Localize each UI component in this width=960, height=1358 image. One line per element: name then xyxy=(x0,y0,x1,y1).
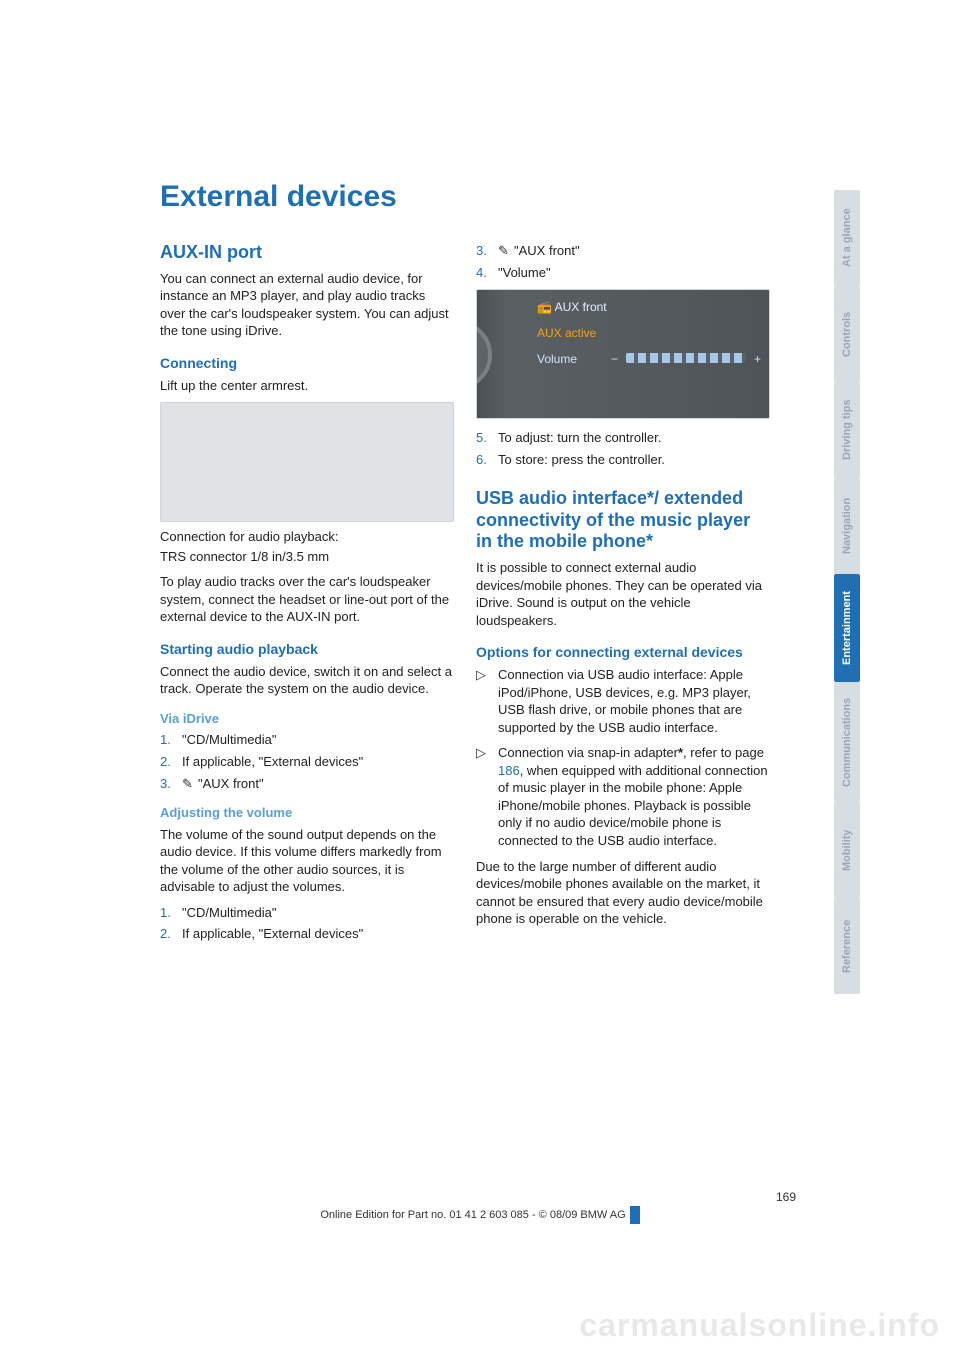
bullet-icon: ▷ xyxy=(476,744,498,849)
volume-text: The volume of the sound output depends o… xyxy=(160,826,454,896)
shot-vol-slider: −+ xyxy=(611,351,761,367)
list-text-inner: "AUX front" xyxy=(514,243,580,258)
chapter-tab[interactable]: At a glance xyxy=(834,190,860,286)
list-number: 2. xyxy=(160,925,182,943)
start-text: Connect the audio device, switch it on a… xyxy=(160,663,454,698)
volume-heading: Adjusting the volume xyxy=(160,804,454,822)
list-item: 6.To store: press the controller. xyxy=(476,451,770,469)
chapter-tab[interactable]: Communications xyxy=(834,682,860,802)
list-item: 3.✎ "AUX front" xyxy=(476,242,770,260)
chapter-tab[interactable]: Mobility xyxy=(834,802,860,898)
connecting-heading: Connecting xyxy=(160,354,454,373)
usb-note: Due to the large number of different aud… xyxy=(476,858,770,928)
page-title: External devices xyxy=(160,180,770,214)
shot-vol-label: Volume xyxy=(537,351,577,367)
list-item: 2.If applicable, "External devices" xyxy=(160,925,454,943)
chapter-tabs: At a glanceControlsDriving tipsNavigatio… xyxy=(834,190,860,994)
idrive-knob-icon xyxy=(476,320,492,390)
list-number: 2. xyxy=(160,753,182,771)
shot-row-volume: Volume −+ xyxy=(537,348,761,370)
list-item: 4."Volume" xyxy=(476,264,770,282)
list-text: "Volume" xyxy=(498,264,770,282)
list-text: To adjust: turn the controller. xyxy=(498,429,770,447)
chapter-tab[interactable]: Driving tips xyxy=(834,382,860,478)
usb-intro: It is possible to connect external audio… xyxy=(476,559,770,629)
list-text: ✎ "AUX front" xyxy=(182,775,454,793)
list-item: 1."CD/Multimedia" xyxy=(160,904,454,922)
chapter-tab[interactable]: Controls xyxy=(834,286,860,382)
list-text: To store: press the controller. xyxy=(498,451,770,469)
armrest-photo xyxy=(160,402,454,522)
list-text-inner: "AUX front" xyxy=(198,776,264,791)
list-number: 4. xyxy=(476,264,498,282)
usb-heading: USB audio interface*/ extended connectiv… xyxy=(476,488,770,553)
footer-line: Online Edition for Part no. 01 41 2 603 … xyxy=(160,1206,800,1224)
list-number: 3. xyxy=(160,775,182,793)
list-number: 5. xyxy=(476,429,498,447)
volume-list-cont: 3.✎ "AUX front" 4."Volume" xyxy=(476,242,770,281)
list-number: 1. xyxy=(160,904,182,922)
list-item: ▷Connection via snap-in adapter*, refer … xyxy=(476,744,770,849)
list-item: 1."CD/Multimedia" xyxy=(160,731,454,749)
via-idrive-list: 1."CD/Multimedia" 2.If applicable, "Exte… xyxy=(160,731,454,792)
volume-list: 1."CD/Multimedia" 2.If applicable, "Exte… xyxy=(160,904,454,943)
page-content: External devices AUX-IN port You can con… xyxy=(160,180,770,951)
chapter-tab[interactable]: Entertainment xyxy=(834,574,860,682)
play-text: To play audio tracks over the car's loud… xyxy=(160,573,454,626)
list-text: If applicable, "External devices" xyxy=(182,925,454,943)
list-item: 3.✎ "AUX front" xyxy=(160,775,454,793)
start-heading: Starting audio playback xyxy=(160,640,454,659)
menu-arrow-icon: ✎ xyxy=(498,242,510,260)
idrive-screenshot: 📻 AUX front AUX active Volume −+ xyxy=(476,289,770,419)
shot-title: 📻 AUX front xyxy=(537,296,761,318)
list-text: "CD/Multimedia" xyxy=(182,904,454,922)
options-list: ▷Connection via USB audio interface: App… xyxy=(476,666,770,849)
conn-caption-b: TRS connector 1/8 in/3.5 mm xyxy=(160,548,454,566)
menu-arrow-icon: ✎ xyxy=(182,775,194,793)
list-text: "CD/Multimedia" xyxy=(182,731,454,749)
chapter-tab[interactable]: Reference xyxy=(834,898,860,994)
list-item: ▷Connection via USB audio interface: App… xyxy=(476,666,770,736)
list-text: If applicable, "External devices" xyxy=(182,753,454,771)
options-heading: Options for connecting external devices xyxy=(476,643,770,662)
list-item: 2.If applicable, "External devices" xyxy=(160,753,454,771)
via-idrive-heading: Via iDrive xyxy=(160,710,454,728)
aux-intro: You can connect an external audio device… xyxy=(160,270,454,340)
page-186-link[interactable]: 186 xyxy=(498,763,520,778)
bullet-icon: ▷ xyxy=(476,666,498,736)
connecting-text: Lift up the center armrest. xyxy=(160,377,454,395)
list-text: Connection via USB audio interface: Appl… xyxy=(498,666,770,736)
watermark: carmanualsonline.info xyxy=(579,1307,940,1344)
volume-list-cont2: 5.To adjust: turn the controller. 6.To s… xyxy=(476,429,770,468)
footer-bar-icon xyxy=(630,1206,640,1224)
list-text: Connection via snap-in adapter*, refer t… xyxy=(498,744,770,849)
list-number: 3. xyxy=(476,242,498,260)
right-column: 3.✎ "AUX front" 4."Volume" 📻 AUX front AU… xyxy=(476,242,770,951)
left-column: AUX-IN port You can connect an external … xyxy=(160,242,454,951)
page-footer: 169 Online Edition for Part no. 01 41 2 … xyxy=(160,1190,800,1224)
list-item: 5.To adjust: turn the controller. xyxy=(476,429,770,447)
list-text: ✎ "AUX front" xyxy=(498,242,770,260)
two-column-layout: AUX-IN port You can connect an external … xyxy=(160,242,770,951)
page-number: 169 xyxy=(160,1190,800,1204)
list-number: 6. xyxy=(476,451,498,469)
conn-caption-a: Connection for audio playback: xyxy=(160,528,454,546)
chapter-tab[interactable]: Navigation xyxy=(834,478,860,574)
list-number: 1. xyxy=(160,731,182,749)
aux-heading: AUX-IN port xyxy=(160,242,454,264)
shot-row-active: AUX active xyxy=(537,322,761,344)
